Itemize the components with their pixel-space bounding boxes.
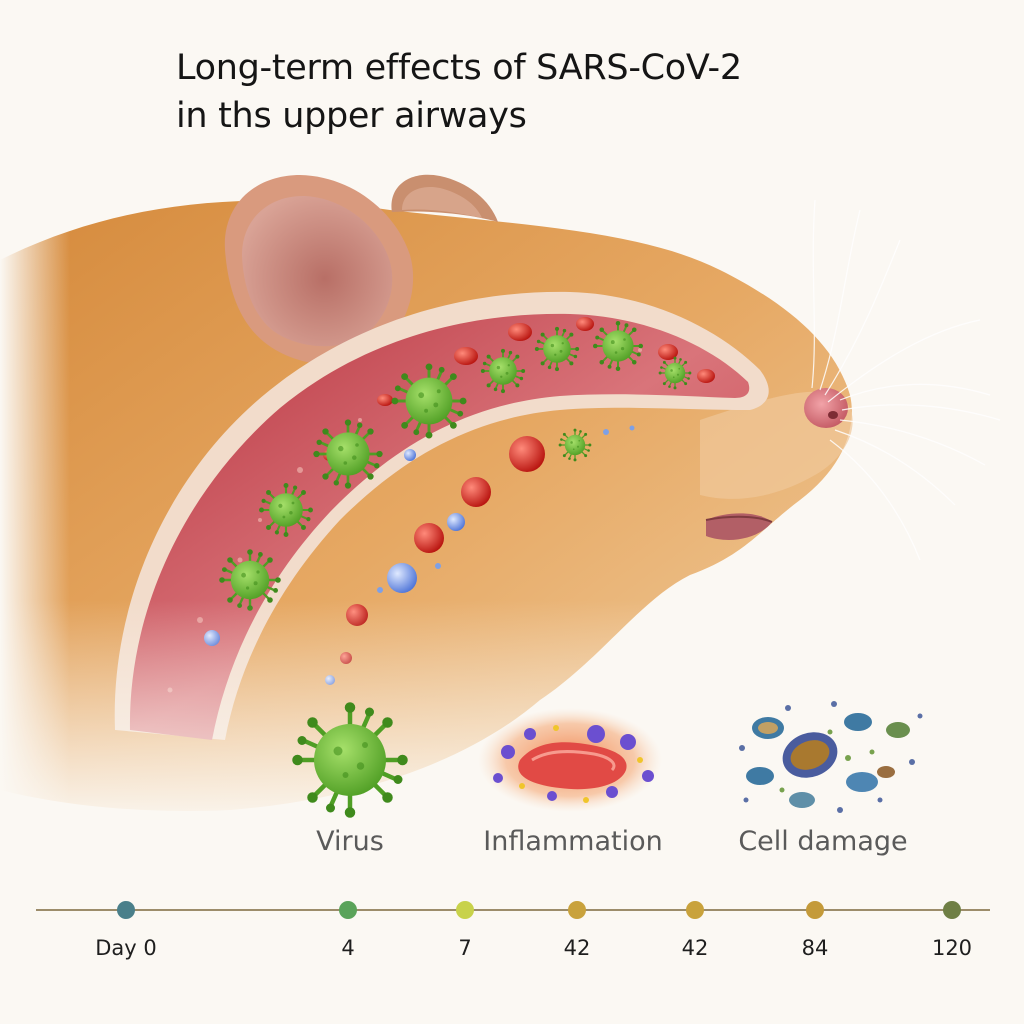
timeline-marker [943,901,961,919]
timeline-label: 84 [801,936,829,960]
page-title: Long-term effects of SARS-CoV-2 in ths u… [176,44,742,140]
legend-label-inflammation: Inflammation [483,826,663,857]
timeline-marker [568,901,586,919]
timeline-marker [117,901,135,919]
red-blood-cells [323,317,715,461]
timeline-label: 42 [563,936,591,960]
timeline-label: 4 [341,936,355,960]
legend-label-cell-damage: Cell damage [738,826,908,857]
virus-particle [658,356,692,390]
timeline-marker [686,901,704,919]
virus-particle [480,348,526,394]
timeline-marker [806,901,824,919]
inflammation-icon [478,708,662,812]
timeline-label: 120 [931,936,973,960]
virus-particle [592,320,644,372]
timeline-label: 7 [458,936,472,960]
virus-icon [292,702,408,818]
timeline-marker [339,901,357,919]
timeline [36,901,990,919]
timeline-label: Day 0 [95,936,157,960]
title-line-2: in ths upper airways [176,96,527,136]
legend-icons [292,701,923,818]
virus-particle [312,418,384,490]
virus-particle [258,482,314,538]
airway-cross-section [114,291,769,740]
cell-damage-icon [739,701,923,813]
virus-particle [390,362,468,440]
title-line-1: Long-term effects of SARS-CoV-2 [176,48,742,88]
timeline-marker [456,901,474,919]
virus-particle [534,326,580,372]
timeline-label: 42 [681,936,709,960]
legend-label-virus: Virus [316,826,384,857]
